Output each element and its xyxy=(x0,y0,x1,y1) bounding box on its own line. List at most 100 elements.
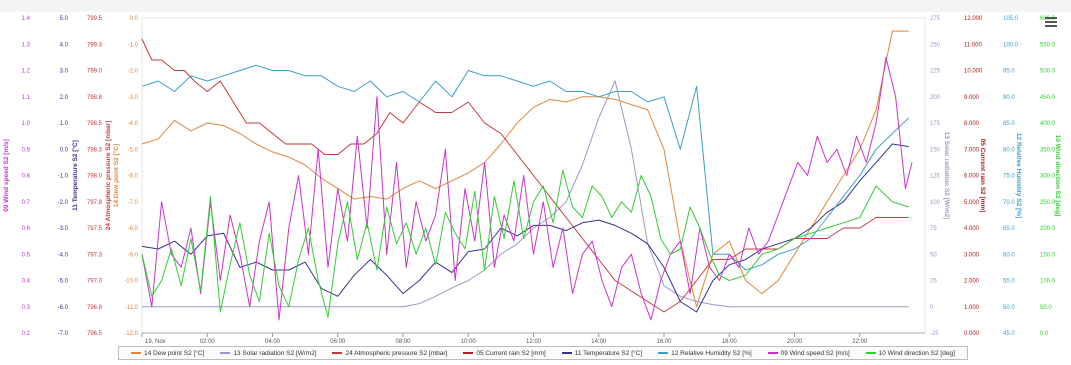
sol-tick-label: 200 xyxy=(930,95,941,101)
atm-tick-label: 796.5 xyxy=(87,331,103,337)
temp-tick-label: 4.0 xyxy=(60,42,69,48)
dew-tick-label: -9.0 xyxy=(128,252,139,258)
wd-tick-label: 500.0 xyxy=(1040,69,1056,75)
rain-tick-label: 5.000 xyxy=(964,200,980,206)
legend: 14 Dew point S2 [°C] 13 Solar radiation S… xyxy=(118,346,968,360)
temp-tick-label: -6.0 xyxy=(58,305,69,311)
x-tick-label: 12:00 xyxy=(526,339,542,345)
sol-tick-label: 25 xyxy=(930,279,937,285)
temp-tick-label: 0.0 xyxy=(60,147,69,153)
x-tick-label: 14:00 xyxy=(591,339,607,345)
legend-label: 13 Solar radiation S2 [W/m2] xyxy=(233,349,317,357)
legend-item-temp[interactable]: 11 Temperature S2 [°C] xyxy=(561,350,642,357)
wd-tick-label: 400.0 xyxy=(1040,121,1056,127)
series-wd-line[interactable] xyxy=(141,169,909,318)
temp-tick-label: 5.0 xyxy=(60,16,69,22)
legend-item-wd[interactable]: 10 Wind direction S2 [deg] xyxy=(865,350,955,357)
rh-tick-label: 85.0 xyxy=(1003,121,1015,127)
wd-tick-label: 450.0 xyxy=(1040,95,1056,101)
x-tick-label: 10:00 xyxy=(461,339,477,345)
atm-tick-label: 799.0 xyxy=(87,69,103,75)
dew-tick-label: -7.0 xyxy=(128,200,139,206)
legend-item-sol[interactable]: 13 Solar radiation S2 [W/m2] xyxy=(220,349,317,357)
temp-tick-label: -2.0 xyxy=(58,200,69,206)
legend-item-ws[interactable]: 09 Wind speed S2 [m/s] xyxy=(767,350,850,357)
legend-label: 24 Atmospheric pressure S2 [mbar] xyxy=(345,349,448,357)
series-dew-line[interactable] xyxy=(141,30,909,308)
sol-tick-label: 275 xyxy=(930,16,941,22)
x-tick-label: 22:00 xyxy=(852,339,868,345)
wd-tick-label: 50.0 xyxy=(1040,305,1052,311)
rh-tick-label: 75.0 xyxy=(1003,174,1015,180)
ws-tick-label: 1.1 xyxy=(22,95,31,101)
wd-tick-label: 350.0 xyxy=(1040,147,1056,153)
atm-tick-label: 798.3 xyxy=(87,147,103,153)
rain-tick-label: 0.000 xyxy=(964,331,980,337)
ws-tick-label: 0.6 xyxy=(22,226,31,232)
hamburger-menu-icon[interactable] xyxy=(1045,17,1057,27)
sol-tick-label: 100 xyxy=(930,200,941,206)
wd-tick-label: 600.0 xyxy=(1040,16,1056,22)
dew-axis-title: 14 Dew point S2 [°C] xyxy=(112,144,120,207)
rain-tick-label: 12.000 xyxy=(964,16,983,22)
ws-axis-title: 09 Wind speed S2 [m/s] xyxy=(3,139,10,212)
dew-tick-label: -5.0 xyxy=(128,147,139,153)
ws-tick-label: 0.8 xyxy=(22,174,31,180)
rain-tick-label: 11.000 xyxy=(964,42,983,48)
top-strip xyxy=(0,0,1071,12)
temp-tick-label: -4.0 xyxy=(58,252,69,258)
sol-tick-label: 225 xyxy=(930,69,941,75)
x-tick-label: 06:00 xyxy=(330,339,346,345)
sol-tick-label: -25 xyxy=(930,331,939,337)
rain-tick-label: 3.000 xyxy=(964,252,980,258)
atm-tick-label: 799.3 xyxy=(87,42,103,48)
x-tick-label: 02:00 xyxy=(200,339,216,345)
rh-tick-label: 65.0 xyxy=(1003,226,1015,232)
atm-tick-label: 797.8 xyxy=(87,200,103,206)
ws-tick-label: 1.4 xyxy=(22,16,31,22)
ws-tick-label: 0.4 xyxy=(22,279,31,285)
temp-tick-label: -3.0 xyxy=(58,226,69,232)
ws-tick-label: 0.2 xyxy=(22,331,31,337)
sol-tick-label: 150 xyxy=(930,147,941,153)
legend-swatch xyxy=(130,352,141,354)
rh-tick-label: 90.0 xyxy=(1003,95,1015,101)
legend-item-atm[interactable]: 24 Atmospheric pressure S2 [mbar] xyxy=(332,350,447,357)
rh-tick-label: 100.0 xyxy=(1003,42,1019,48)
wd-axis-title: 10 Wind direction S2 [deg] xyxy=(1054,135,1061,217)
wd-tick-label: 250.0 xyxy=(1040,200,1056,206)
legend-item-dew[interactable]: 14 Dew point S2 [°C] xyxy=(130,350,204,357)
ws-tick-label: 0.3 xyxy=(22,305,31,311)
rh-axis-title: 12 Relative Humidity S2 [%] xyxy=(1015,133,1022,218)
legend-label: 12 Relative Humidity S2 [%] xyxy=(671,349,752,357)
wd-tick-label: 150.0 xyxy=(1040,252,1056,258)
temp-tick-label: 1.0 xyxy=(60,121,69,127)
dew-tick-label: 0.0 xyxy=(130,16,139,22)
x-tick-label: 04:00 xyxy=(265,339,281,345)
rh-tick-label: 95.0 xyxy=(1003,69,1015,75)
temp-tick-label: -5.0 xyxy=(58,279,69,285)
atm-tick-label: 798.5 xyxy=(87,121,103,127)
ws-tick-label: 0.5 xyxy=(22,252,31,258)
rh-tick-label: 80.0 xyxy=(1003,147,1015,153)
ws-tick-label: 1.3 xyxy=(22,42,31,48)
legend-item-rain[interactable]: 05 Current rain S2 [mm] xyxy=(463,350,546,357)
rain-tick-label: 1.000 xyxy=(964,305,980,311)
dew-tick-label: -1.0 xyxy=(128,42,139,48)
rh-tick-label: 45.0 xyxy=(1003,331,1015,337)
legend-swatch xyxy=(332,352,343,354)
series-rh-line[interactable] xyxy=(141,64,910,271)
legend-item-rh[interactable]: 12 Relative Humidity S2 [%] xyxy=(658,350,752,357)
dew-tick-label: -8.0 xyxy=(128,226,139,232)
temp-tick-label: -7.0 xyxy=(58,331,69,337)
x-tick-label: 20:00 xyxy=(787,339,803,345)
legend-swatch xyxy=(865,352,876,354)
temp-axis-title: 11 Temperature S2 [°C] xyxy=(71,140,79,211)
rh-tick-label: 50.0 xyxy=(1003,305,1015,311)
dew-tick-label: -12.0 xyxy=(124,331,138,337)
series-atm-line[interactable] xyxy=(141,38,909,313)
series-sol-line[interactable] xyxy=(142,80,909,308)
wd-tick-label: 550.0 xyxy=(1040,42,1056,48)
rain-tick-label: 10.000 xyxy=(964,69,983,75)
series-ws-line[interactable] xyxy=(141,56,913,321)
